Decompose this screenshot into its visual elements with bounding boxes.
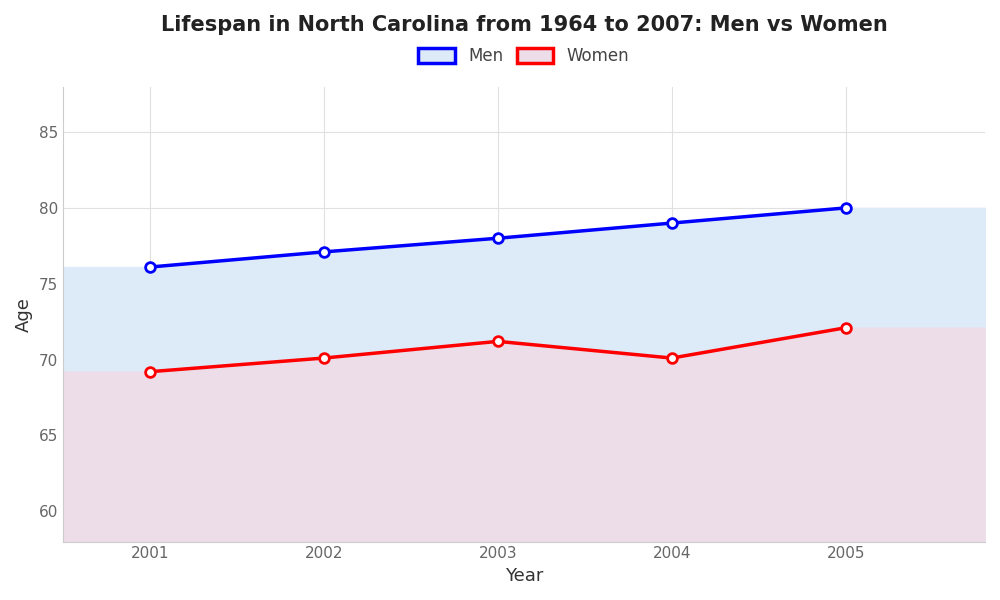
Legend: Men, Women: Men, Women xyxy=(412,40,636,71)
Title: Lifespan in North Carolina from 1964 to 2007: Men vs Women: Lifespan in North Carolina from 1964 to … xyxy=(161,15,887,35)
X-axis label: Year: Year xyxy=(505,567,543,585)
Y-axis label: Age: Age xyxy=(15,296,33,332)
